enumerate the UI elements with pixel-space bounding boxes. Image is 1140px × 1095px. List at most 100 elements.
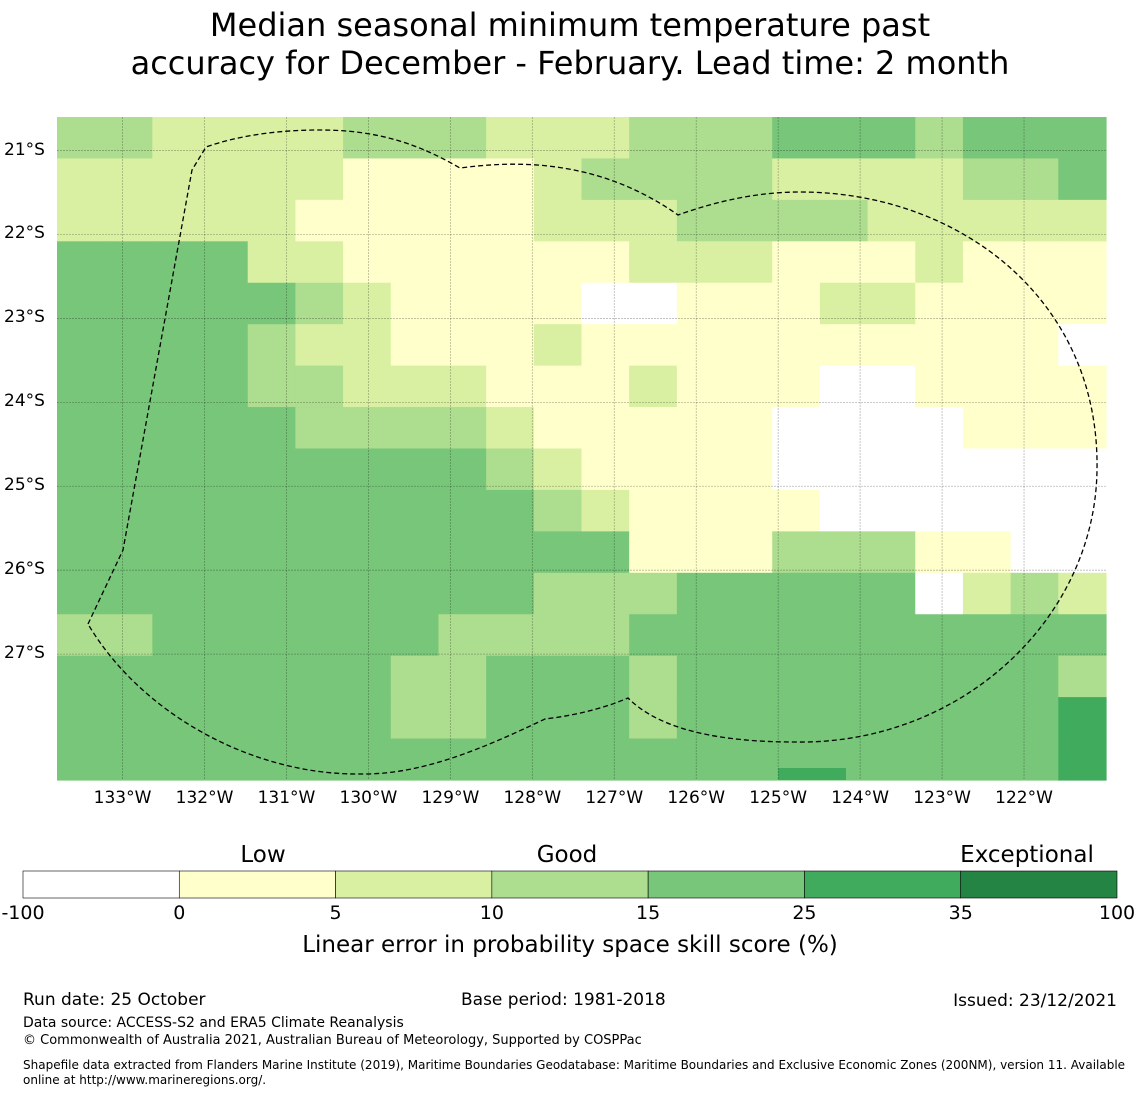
grid-cell <box>295 365 344 408</box>
grid-cell <box>295 697 344 740</box>
grid-cell <box>629 324 678 367</box>
grid-cell <box>676 531 726 574</box>
grid-cell <box>629 448 678 491</box>
grid-cell <box>200 324 249 367</box>
lat-tick-label: 27°S <box>4 643 45 664</box>
colorbar-tick-label: 10 <box>479 902 504 924</box>
grid-cell <box>1058 282 1107 325</box>
grid-cell <box>533 738 583 781</box>
grid-cell <box>295 489 344 532</box>
grid-cell <box>343 407 392 450</box>
grid-cell <box>200 407 249 450</box>
grid-cell <box>629 407 678 450</box>
grid-cell <box>200 282 249 325</box>
grid-cell <box>1010 158 1059 201</box>
grid-cell <box>962 199 1012 242</box>
grid-cell <box>104 572 153 615</box>
grid-cell <box>867 241 916 284</box>
grid-cell <box>438 117 487 160</box>
colorbar-segment <box>335 870 493 899</box>
grid-cell <box>1010 324 1059 367</box>
grid-cell <box>57 407 106 450</box>
grid-cell <box>676 697 726 740</box>
grid-cell <box>247 572 297 615</box>
grid-cell <box>295 614 344 657</box>
grid-cell <box>867 199 916 242</box>
grid-cell <box>629 158 678 201</box>
grid-cell <box>533 614 583 657</box>
grid-cell <box>57 738 106 781</box>
grid-cell <box>104 241 153 284</box>
lon-tick-label: 127°W <box>585 788 644 808</box>
grid-cell <box>104 158 153 201</box>
grid-cell <box>1058 407 1107 450</box>
grid-cell <box>295 738 344 781</box>
grid-cell <box>200 158 249 201</box>
grid-cell <box>581 158 630 201</box>
grid-cell <box>57 158 106 201</box>
grid-cell <box>915 158 964 201</box>
grid-cell <box>533 282 583 325</box>
shapefile-credit-line-2: online at http://www.marineregions.org/. <box>23 1073 267 1087</box>
grid-cell <box>247 282 297 325</box>
grid-cell <box>962 489 1012 532</box>
grid-cell <box>724 738 773 781</box>
grid-cell <box>962 448 1012 491</box>
grid-cell <box>486 572 535 615</box>
lon-tick-label: 128°W <box>503 788 562 808</box>
grid-cell <box>247 158 297 201</box>
grid-cell <box>819 241 869 284</box>
grid-cell <box>390 738 440 781</box>
grid-cell <box>343 117 392 160</box>
grid-cell <box>1058 324 1107 367</box>
grid-cell <box>390 572 440 615</box>
grid-cell <box>390 199 440 242</box>
grid-cell <box>867 572 916 615</box>
grid-cell <box>104 489 153 532</box>
grid-cell <box>629 282 678 325</box>
grid-cell <box>57 199 106 242</box>
lat-tick-label: 21°S <box>4 139 45 160</box>
grid-cell <box>104 324 153 367</box>
grid-cell <box>915 572 964 615</box>
grid-cell <box>676 117 726 160</box>
grid-cell <box>1010 282 1059 325</box>
grid-cell <box>247 697 297 740</box>
grid-cell <box>676 365 726 408</box>
grid-cell <box>104 738 153 781</box>
grid-cell <box>533 697 583 740</box>
grid-cell <box>724 117 773 160</box>
grid-cell <box>915 117 964 160</box>
lat-tick-label: 22°S <box>4 223 45 244</box>
grid-cell <box>581 282 630 325</box>
grid-cell <box>1058 489 1107 532</box>
grid-cell <box>581 697 630 740</box>
grid-cell <box>247 489 297 532</box>
grid-cell <box>438 531 487 574</box>
grid-cell <box>343 614 392 657</box>
skill-score-grid <box>57 117 1107 781</box>
grid-cell <box>772 324 821 367</box>
grid-cell <box>533 365 583 408</box>
grid-cell <box>343 199 392 242</box>
colorbar-tick-label: 25 <box>792 902 817 924</box>
grid-cell <box>724 199 773 242</box>
grid-cell <box>438 697 487 740</box>
grid-cell <box>867 531 916 574</box>
grid-cell <box>867 365 916 408</box>
grid-cell <box>486 365 535 408</box>
grid-cell <box>867 282 916 325</box>
grid-cell <box>486 117 535 160</box>
grid-cell <box>867 614 916 657</box>
grid-cell <box>1058 697 1107 740</box>
grid-cell <box>629 697 678 740</box>
grid-cell <box>1010 448 1059 491</box>
grid-cell <box>1010 572 1059 615</box>
grid-cell <box>295 655 344 698</box>
grid-cell <box>152 614 201 657</box>
grid-cell <box>152 655 201 698</box>
grid-cell <box>533 531 583 574</box>
grid-cell <box>962 365 1012 408</box>
grid-cell <box>581 489 630 532</box>
grid-cell <box>1058 448 1107 491</box>
